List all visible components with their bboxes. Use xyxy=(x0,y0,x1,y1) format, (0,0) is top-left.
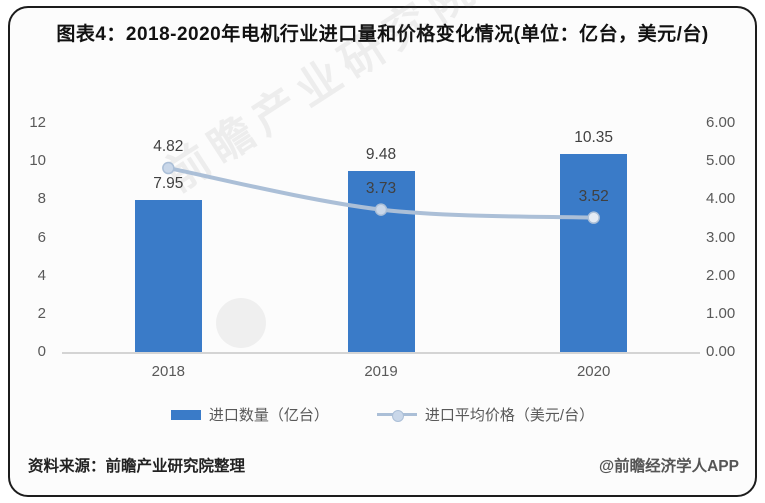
legend-item-avg-price: 进口平均价格（美元/台） xyxy=(376,404,595,425)
bar-2020 xyxy=(560,154,628,352)
y-axis-tick-right: 5.00 xyxy=(706,152,736,170)
line-value-label: 3.52 xyxy=(578,187,609,205)
y-axis-tick-right: 6.00 xyxy=(706,114,736,131)
y-axis-tick-left: 0 xyxy=(37,343,46,360)
y-axis-tick-right: 4.00 xyxy=(706,190,736,208)
y-axis-tick-left: 6 xyxy=(37,228,46,246)
legend-label-import-volume: 进口数量（亿台） xyxy=(208,407,329,424)
y-axis-tick-right: 3.00 xyxy=(706,228,736,246)
chart-title: 图表4：2018-2020年电机行业进口量和价格变化情况(单位：亿台，美元/台) xyxy=(56,24,709,45)
bar-series-swatch-icon xyxy=(170,409,201,420)
y-axis-tick-left: 10 xyxy=(29,152,46,170)
legend-label-avg-price: 进口平均价格（美元/台） xyxy=(424,407,595,424)
source-note: 资料来源：前瞻产业研究院整理 xyxy=(28,458,246,475)
y-axis-tick-right: 0.00 xyxy=(706,343,736,360)
x-axis-line xyxy=(62,352,700,354)
bar-value-label: 7.95 xyxy=(153,175,184,193)
y-axis-tick-right: 2.00 xyxy=(706,266,736,284)
legend: 进口数量（亿台） 进口平均价格（美元/台） xyxy=(0,404,765,425)
line-value-label: 3.73 xyxy=(365,179,397,197)
x-axis-label: 2019 xyxy=(364,363,398,380)
y-axis-tick-left: 12 xyxy=(29,114,46,131)
x-axis-label: 2018 xyxy=(151,363,186,380)
bar-2019 xyxy=(347,171,415,352)
brand-note: @前瞻经济学人APP xyxy=(599,458,739,475)
bar-value-label: 10.35 xyxy=(574,129,614,147)
line-marker-2018 xyxy=(162,161,175,175)
legend-item-import-volume: 进口数量（亿台） xyxy=(170,404,329,425)
x-axis-label: 2020 xyxy=(576,363,611,380)
y-axis-tick-left: 4 xyxy=(37,266,46,284)
y-axis-tick-right: 1.00 xyxy=(706,304,736,322)
line-series-swatch-icon xyxy=(376,409,417,422)
line-value-label: 4.82 xyxy=(153,138,184,156)
y-axis-tick-left: 2 xyxy=(37,304,46,322)
bar-2018 xyxy=(134,200,202,352)
line-swatch-marker-icon xyxy=(391,409,404,422)
bar-value-label: 9.48 xyxy=(365,146,397,164)
y-axis-tick-left: 8 xyxy=(37,190,46,208)
